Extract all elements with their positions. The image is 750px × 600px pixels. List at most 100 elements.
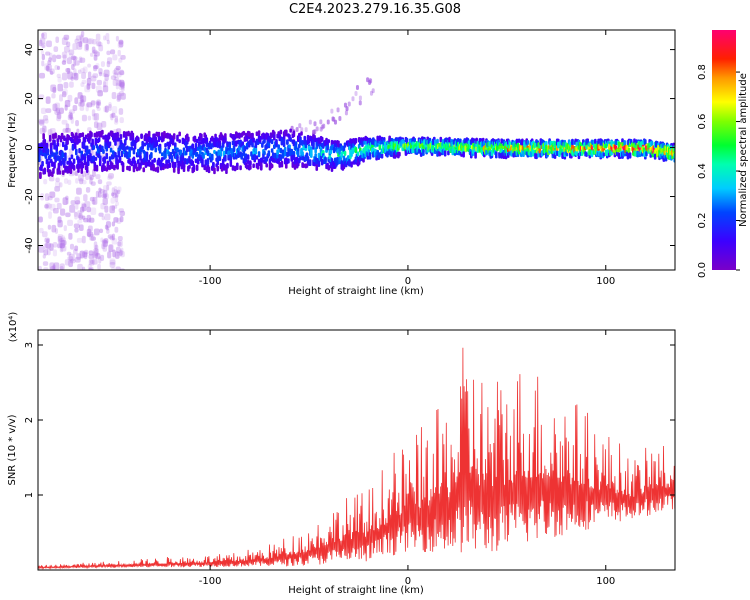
spectrogram-cell (199, 144, 202, 150)
spectrogram-cell (126, 145, 129, 150)
spectrogram-cell (152, 165, 155, 172)
spectrogram-cell (417, 148, 421, 154)
spectrogram-cell (79, 98, 83, 104)
spectrogram-cell (162, 162, 165, 168)
spectrogram-cell (380, 152, 384, 159)
spectrogram-cell (84, 43, 89, 52)
spectrogram-cell (115, 201, 120, 206)
spectrogram-cell (120, 92, 126, 100)
spectrogram-cell (456, 138, 460, 143)
spectrogram-cell (545, 140, 548, 146)
spectrogram-cell (108, 104, 112, 112)
spectrogram-cell (137, 136, 140, 142)
spectrogram-cell (287, 158, 290, 164)
spectrogram-cell (243, 146, 247, 152)
spectrogram-cell (75, 200, 81, 205)
spectrogram-cell (102, 189, 108, 198)
spectrogram-cell (45, 202, 51, 210)
spectrogram-cell (98, 187, 102, 192)
spectrogram-cell (187, 136, 190, 142)
spectrogram-cell (142, 167, 146, 173)
spectrogram-cell (86, 154, 90, 161)
spectrogram-cell (61, 141, 65, 148)
spectrogram-cell (571, 138, 574, 146)
spectrogram-cell (91, 82, 96, 90)
spectrogram-cell (101, 239, 107, 244)
spectrogram-cell (71, 63, 75, 71)
spectrogram-cell (54, 156, 57, 161)
spectrogram-cell (96, 79, 102, 86)
spectrogram-cell (109, 147, 113, 153)
spectrogram-cell (69, 109, 76, 114)
spectrogram-cell (100, 237, 104, 243)
spectrogram-cell (59, 263, 65, 270)
spectrogram-cell (43, 243, 49, 251)
spectrogram-cell (102, 72, 107, 77)
spectrogram-panel: -100 0 100 -40 -20 0 20 40 Height of straight l… (7, 29, 676, 297)
spectrogram-cell (117, 186, 122, 192)
spectrogram-cell (87, 231, 94, 238)
spectrogram-cell (178, 139, 181, 144)
spectrogram-cell (95, 63, 100, 69)
spectrogram-cell (58, 170, 62, 175)
spectrogram-cell (71, 169, 78, 176)
spectrogram-x-tick-label: 100 (596, 276, 615, 287)
spectrogram-cell (52, 242, 58, 248)
spectrogram-cell (110, 162, 114, 169)
spectrogram-cell (269, 132, 273, 139)
spectrogram-cell (59, 160, 63, 166)
spectrogram-cell (236, 162, 239, 167)
spectrogram-cell (81, 71, 86, 79)
spectrogram-cell (100, 254, 105, 262)
spectrogram-cell (327, 139, 331, 144)
spectrogram-cell (270, 139, 274, 145)
spectrogram-cell (92, 196, 98, 205)
spectrogram-cell (496, 145, 499, 152)
spectrogram-cell (108, 141, 112, 147)
spectrogram-cell (299, 138, 302, 146)
spectrogram-cell (83, 249, 89, 255)
spectrogram-cell (64, 155, 67, 162)
spectrogram-cell (55, 150, 59, 156)
spectrogram-cell (49, 52, 53, 61)
spectrogram-cell (176, 134, 179, 142)
spectrogram-cell (125, 135, 128, 141)
spectrogram-cell (113, 186, 118, 192)
spectrogram-cell (109, 259, 116, 265)
spectrogram-cell (116, 72, 122, 78)
spectrogram-cell (82, 141, 86, 148)
spectrogram-cell (61, 170, 65, 176)
spectrogram-cell (362, 137, 365, 142)
spectrogram-cell (67, 259, 74, 267)
spectrogram-cell (249, 160, 252, 166)
spectrogram-cell (70, 138, 74, 144)
spectrogram-cell (106, 61, 111, 68)
spectrogram-cell (64, 99, 71, 108)
spectrogram-cell (220, 167, 224, 172)
spectrogram-cell (44, 204, 49, 209)
snr-y-axis-label: SNR (10 * v/v) (7, 414, 18, 485)
spectrogram-x-axis-label: Height of straight line (km) (288, 286, 424, 297)
spectrogram-cell (52, 86, 57, 94)
spectrogram-cell (67, 256, 74, 261)
spectrogram-cell (38, 118, 45, 124)
spectrogram-cell (94, 244, 99, 251)
spectrogram-cell (79, 106, 85, 111)
spectrogram-cell (122, 133, 126, 138)
spectrogram-cell (40, 50, 45, 56)
snr-y-tick-label: 3 (24, 342, 35, 348)
spectrogram-cell (87, 83, 91, 89)
spectrogram-cell (64, 104, 68, 111)
spectrogram-cell (231, 140, 235, 146)
spectrogram-cell (633, 138, 636, 144)
spectrogram-cell (78, 147, 81, 154)
spectrogram-cell (52, 167, 55, 174)
colorbar-gradient (712, 30, 736, 270)
spectrogram-cell (106, 181, 112, 186)
spectrogram-cell (206, 158, 210, 165)
spectrogram-cell (354, 91, 358, 97)
spectrogram-cell (47, 224, 52, 230)
spectrogram-cell (75, 120, 79, 127)
spectrogram-cell (210, 153, 214, 161)
spectrogram-cell (89, 177, 93, 185)
